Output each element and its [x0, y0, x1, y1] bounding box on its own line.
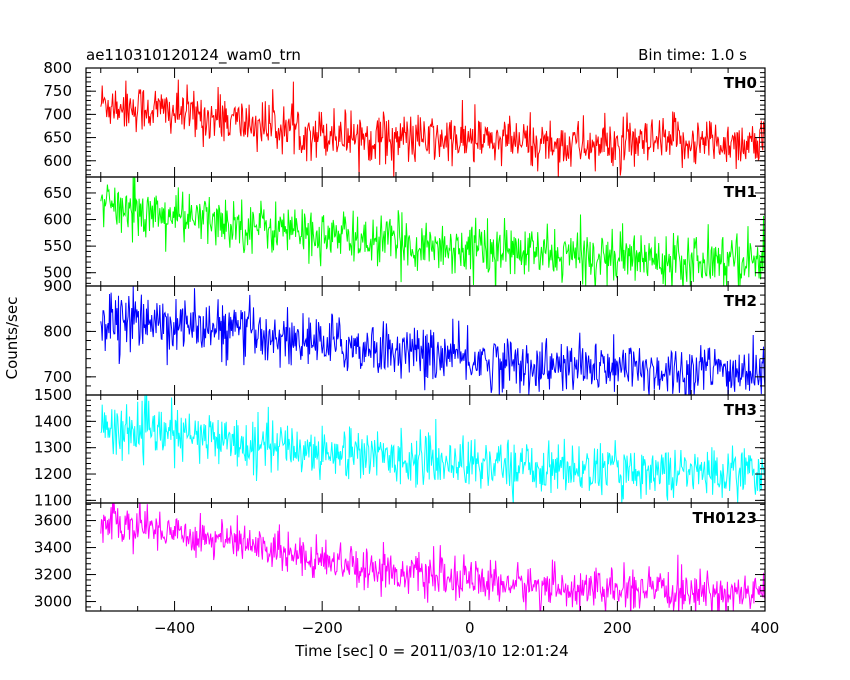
x-tick-label: −400 [154, 619, 195, 637]
y-tick-label: 650 [43, 184, 72, 202]
y-tick-label: 1400 [34, 412, 72, 430]
y-tick-label: 1500 [34, 386, 72, 404]
panel-label: TH0123 [692, 509, 757, 527]
y-tick-label: 1300 [34, 439, 72, 457]
y-tick-label: 3600 [34, 512, 72, 530]
chart-title-left: ae110310120124_wam0_trn [86, 46, 301, 65]
y-tick-label: 800 [43, 59, 72, 77]
y-tick-label: 3000 [34, 593, 72, 611]
x-tick-label: 0 [465, 619, 475, 637]
series-line-th3 [100, 395, 765, 503]
y-tick-label: 600 [43, 152, 72, 170]
series-line-th1 [100, 177, 765, 286]
y-tick-label: 600 [43, 211, 72, 229]
y-axis-label: Counts/sec [3, 297, 21, 380]
y-tick-label: 700 [43, 368, 72, 386]
panel-th1: 500 550 600 650 TH1 [43, 176, 766, 287]
y-tick-label: 700 [43, 105, 72, 123]
panel-label: TH3 [724, 401, 757, 419]
panel-th0123: 3000 3200 3400 3600 TH0123 [34, 502, 766, 612]
panel-label: TH1 [724, 183, 757, 201]
panel-th0: 600 650 700 750 800 TH0 [43, 59, 766, 178]
panel-label: TH0 [724, 74, 757, 92]
series-line-th2 [100, 286, 765, 395]
y-tick-label: 800 [43, 322, 72, 340]
panel-frame [85, 502, 766, 612]
series-line-th0 [100, 79, 765, 177]
y-tick-label: 1100 [34, 491, 72, 509]
x-tick-label: 400 [751, 619, 780, 637]
y-tick-label: 3400 [34, 539, 72, 557]
panels-group: 600 650 700 750 800 TH0 500 550 600 650 TH1 700 800 9… [34, 59, 780, 637]
y-tick-label: 3200 [34, 566, 72, 584]
x-axis-label: Time [sec] 0 = 2011/03/10 12:01:24 [294, 642, 568, 660]
panel-label: TH2 [724, 292, 757, 310]
y-tick-label: 1200 [34, 465, 72, 483]
y-tick-label: 750 [43, 82, 72, 100]
chart-title-right: Bin time: 1.0 s [638, 46, 747, 64]
x-tick-label: −200 [302, 619, 343, 637]
y-tick-label: 900 [43, 277, 72, 295]
panel-th3: 1100 1200 1300 1400 1500 TH3 [34, 386, 766, 509]
y-tick-label: 650 [43, 129, 72, 147]
panel-th2: 700 800 900 TH2 [43, 277, 766, 396]
y-tick-label: 550 [43, 237, 72, 255]
series-line-th0123 [100, 503, 765, 611]
x-tick-label: 200 [603, 619, 632, 637]
y-tick-label: 500 [43, 264, 72, 282]
